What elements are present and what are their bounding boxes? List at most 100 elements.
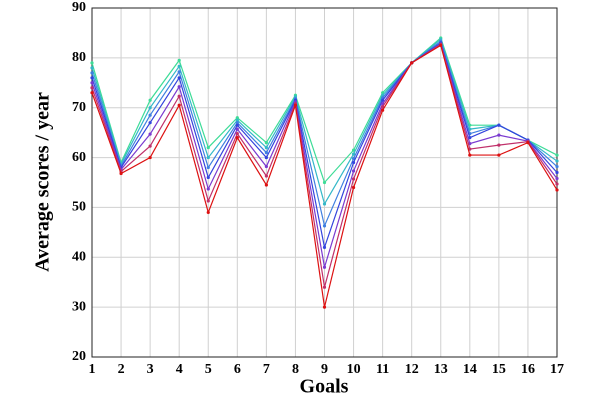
x-tick-label: 13 [434,362,448,377]
x-tick-label: 12 [405,362,419,377]
data-point [177,76,181,80]
data-point [148,98,152,102]
data-point [177,58,181,62]
data-point [351,160,356,165]
data-point [526,141,530,145]
data-point [90,61,94,65]
data-point [206,155,210,160]
data-point [322,202,327,206]
data-point [90,66,94,70]
data-point [555,153,559,157]
data-point [264,155,268,160]
data-point [148,132,152,136]
data-point [177,85,181,89]
x-tick-label: 11 [376,362,389,377]
data-point [497,153,501,157]
x-tick-label: 10 [347,362,361,377]
data-point [351,177,356,181]
x-axis-label: Goals [300,376,349,398]
data-point [555,176,559,181]
data-point [468,136,472,140]
data-point [235,136,239,140]
data-point [381,105,385,109]
data-point [555,188,559,192]
data-point [206,165,210,170]
data-point [264,141,268,145]
data-point [468,153,472,157]
x-tick-label: 5 [205,362,212,377]
x-tick-label: 1 [89,362,96,377]
data-point [322,285,327,289]
data-point [148,106,152,110]
data-point [555,182,559,186]
data-point [322,245,327,249]
data-point [381,108,385,112]
data-point [235,123,239,127]
y-tick-label: 70 [72,100,86,115]
data-point [555,164,559,169]
data-point [206,199,210,203]
x-tick-label: 17 [550,362,564,377]
data-point [351,152,356,156]
x-tick-label: 2 [118,362,125,377]
data-point [148,155,152,160]
data-point [235,118,239,122]
data-point [235,127,239,131]
data-point [177,94,181,98]
y-tick-label: 90 [72,0,86,15]
data-point [381,98,385,102]
data-point [206,187,210,191]
data-point [148,113,152,117]
y-tick-label: 20 [72,349,86,364]
data-point [555,170,559,175]
data-point [322,305,327,309]
data-point [235,121,239,125]
x-tick-label: 16 [521,362,535,377]
data-point [90,81,94,85]
data-point [119,171,123,176]
data-point [351,148,356,152]
data-point [264,183,268,187]
data-point [148,144,152,148]
data-point [293,103,298,107]
data-point [351,156,356,161]
data-point [206,210,210,215]
x-tick-label: 7 [263,362,270,377]
data-point [264,146,268,150]
y-tick-label: 80 [72,50,86,65]
x-tick-label: 6 [234,362,241,377]
data-point [555,159,559,163]
data-point [90,76,94,80]
data-point [351,169,356,173]
data-point [322,180,327,185]
x-tick-label: 9 [321,362,328,377]
data-point [90,91,94,95]
x-tick-label: 15 [492,362,506,377]
y-tick-label: 60 [72,150,86,165]
data-point [497,123,501,127]
data-point [410,61,414,65]
data-point [177,103,181,107]
data-point [322,265,327,269]
data-point [264,150,268,155]
data-point [235,116,239,120]
data-point [264,164,268,169]
data-point [90,86,94,90]
data-point [90,71,94,75]
data-point [235,132,239,136]
y-tick-label: 50 [72,200,86,215]
data-point [148,121,152,125]
x-tick-label: 14 [463,362,477,377]
data-point [206,175,210,180]
data-point [177,70,181,74]
y-axis-label: Average scores / year [32,92,54,272]
data-point [351,185,356,190]
data-point [497,143,501,147]
data-point [264,174,268,178]
y-tick-label: 30 [72,299,86,314]
data-point [497,133,501,137]
x-tick-label: 8 [292,362,299,377]
x-tick-label: 3 [147,362,154,377]
y-tick-label: 40 [72,250,86,265]
